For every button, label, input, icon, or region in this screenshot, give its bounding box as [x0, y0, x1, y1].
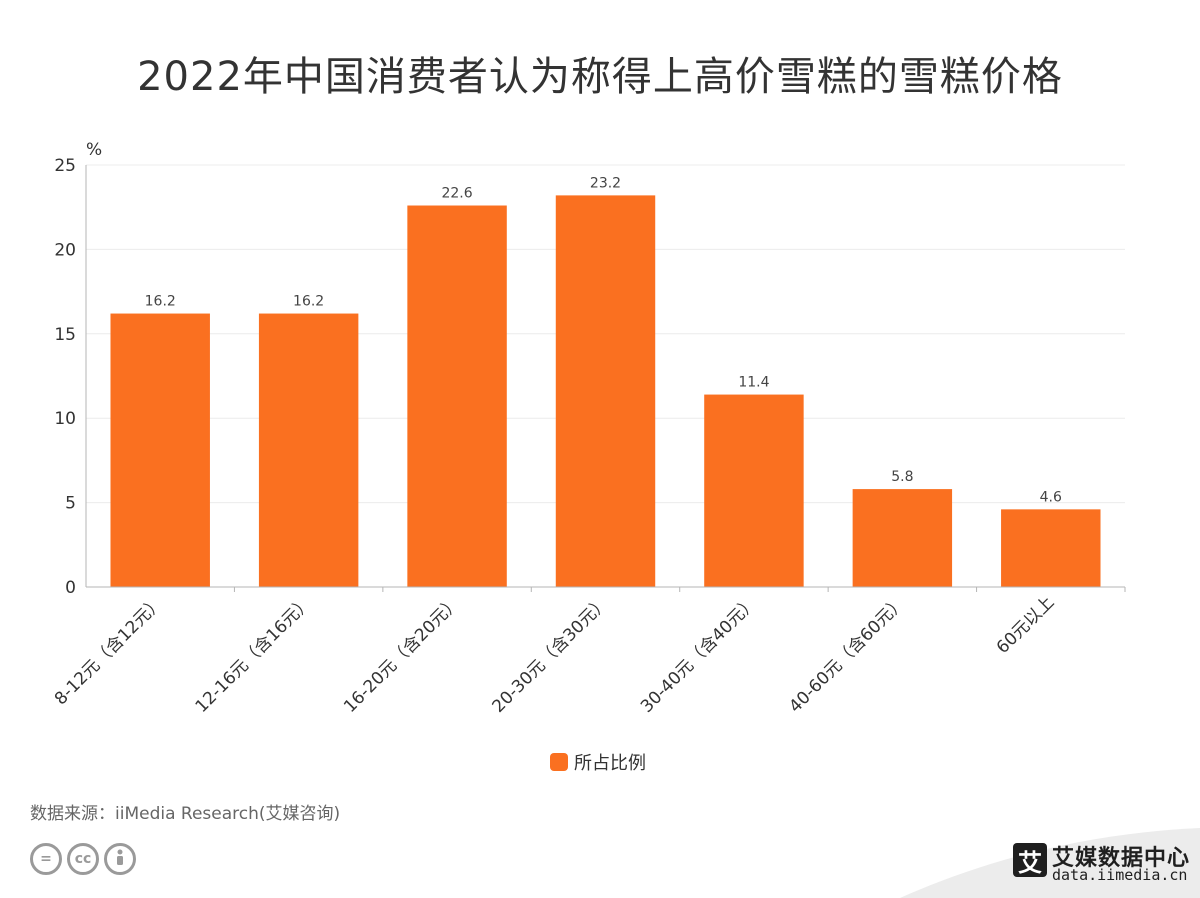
- brand-name: 艾媒数据中心: [1052, 846, 1191, 871]
- creative-commons-icon: cc: [67, 843, 99, 875]
- bar[interactable]: [852, 489, 953, 587]
- data-source: 数据来源：iiMedia Research(艾媒咨询): [30, 804, 341, 824]
- bar[interactable]: [407, 205, 507, 587]
- data-label: 23.2: [590, 175, 621, 191]
- data-label: 16.2: [145, 294, 176, 310]
- y-axis-unit: %: [86, 140, 102, 160]
- no-derivatives-icon: =: [30, 843, 62, 875]
- y-tick-label: 0: [65, 578, 76, 598]
- data-labels: 16.2 16.2 22.6 23.2 11.4 5.8 4.6: [145, 175, 1062, 505]
- chart-title: 2022年中国消费者认为称得上高价雪糕的雪糕价格: [137, 54, 1063, 100]
- y-tick-label: 25: [54, 156, 76, 176]
- data-label: 22.6: [441, 186, 472, 202]
- legend-label: 所占比例: [574, 753, 646, 774]
- data-label: 4.6: [1040, 489, 1062, 505]
- legend-swatch: [550, 753, 568, 771]
- x-tick-label: 16-20元（含20元）: [340, 592, 464, 716]
- bar[interactable]: [1001, 509, 1101, 587]
- data-label: 16.2: [293, 294, 324, 310]
- bar[interactable]: [555, 195, 656, 587]
- data-label: 11.4: [738, 375, 769, 391]
- y-tick-label: 5: [65, 494, 76, 514]
- legend[interactable]: 所占比例: [550, 750, 646, 774]
- x-axis-ticks: [233, 587, 1126, 592]
- bar[interactable]: [110, 313, 210, 587]
- x-axis-labels: 8-12元（含12元） 12-16元（含16元） 16-20元（含20元） 20-30…: [51, 592, 1058, 716]
- brand-logo-icon: 艾: [1013, 843, 1047, 877]
- x-tick-label: 20-30元（含30元）: [489, 592, 613, 716]
- bar[interactable]: [258, 313, 359, 587]
- x-tick-label: 60元以上: [993, 592, 1059, 658]
- x-tick-label: 8-12元（含12元）: [51, 592, 168, 709]
- y-tick-label: 15: [54, 325, 76, 345]
- bar[interactable]: [704, 394, 804, 587]
- x-tick-label: 30-40元（含40元）: [637, 592, 761, 716]
- license-icons: = cc: [30, 843, 136, 875]
- brand-decoration: [900, 828, 1200, 898]
- data-label: 5.8: [891, 469, 913, 485]
- y-axis-ticks: 0 5 10 15 20 25: [54, 156, 76, 598]
- y-tick-label: 10: [54, 409, 76, 429]
- y-tick-label: 20: [54, 240, 76, 260]
- x-tick-label: 12-16元（含16元）: [192, 592, 316, 716]
- attribution-person-icon: [104, 843, 136, 875]
- brand-url: data.iimedia.cn: [1052, 866, 1188, 884]
- bars: [110, 195, 1101, 587]
- x-tick-label: 40-60元（含60元）: [785, 592, 909, 716]
